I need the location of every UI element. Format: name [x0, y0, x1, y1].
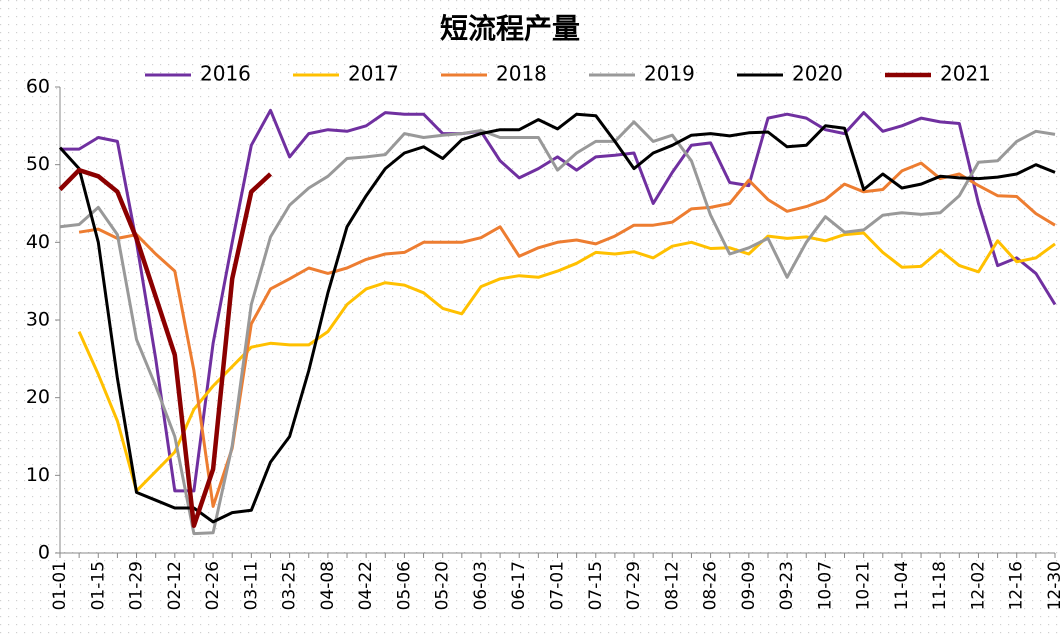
- legend-label: 2019: [644, 62, 695, 86]
- legend-label: 2020: [792, 62, 843, 86]
- legend-label: 2016: [200, 62, 251, 86]
- series-line: [58, 167, 273, 529]
- x-tick-label: 08-12: [662, 561, 682, 610]
- series-line: [60, 108, 1057, 493]
- x-tick-label: 07-01: [548, 561, 568, 610]
- x-tick-label: 07-15: [586, 561, 606, 610]
- x-tick-label: 02-26: [203, 561, 223, 610]
- chart-title: 短流程产量: [440, 12, 580, 45]
- x-tick-label: 01-01: [50, 561, 70, 610]
- x-tick-label: 11-04: [892, 561, 912, 610]
- series-line: [77, 231, 1056, 493]
- y-tick-label: 50: [26, 153, 50, 175]
- x-tick-label: 12-16: [1007, 561, 1027, 610]
- x-tick-label: 07-29: [624, 561, 644, 610]
- x-tick-label: 10-07: [815, 561, 835, 610]
- x-tick-label: 03-11: [241, 561, 261, 610]
- x-tick-label: 04-22: [356, 561, 376, 610]
- x-tick-label: 02-12: [165, 561, 185, 610]
- x-tick-label: 05-06: [394, 561, 414, 610]
- y-tick-label: 0: [38, 542, 50, 564]
- y-tick-label: 10: [26, 464, 50, 486]
- legend-label: 2021: [940, 62, 991, 86]
- x-tick-label: 06-17: [509, 561, 529, 610]
- x-tick-label: 12-02: [968, 561, 988, 610]
- x-tick-label: 11-18: [930, 561, 950, 610]
- x-tick-label: 05-20: [433, 561, 453, 610]
- x-tick-label: 12-30: [1045, 561, 1063, 610]
- x-tick-label: 08-26: [701, 561, 721, 610]
- x-tick-label: 01-29: [127, 561, 147, 610]
- y-tick-label: 20: [26, 386, 50, 408]
- series-line: [58, 112, 1056, 524]
- x-tick-label: 06-03: [471, 561, 491, 610]
- legend-label: 2017: [348, 62, 399, 86]
- y-tick-label: 60: [26, 76, 50, 98]
- y-tick-label: 30: [26, 309, 50, 331]
- x-tick-label: 10-21: [854, 561, 874, 610]
- x-tick-label: 03-25: [280, 561, 300, 610]
- series-line: [59, 120, 1056, 536]
- x-tick-label: 01-15: [88, 561, 108, 610]
- legend-label: 2018: [496, 62, 547, 86]
- x-tick-label: 09-09: [739, 561, 759, 610]
- x-tick-label: 09-23: [777, 561, 797, 610]
- y-tick-label: 40: [26, 231, 50, 253]
- x-tick-label: 04-08: [318, 561, 338, 610]
